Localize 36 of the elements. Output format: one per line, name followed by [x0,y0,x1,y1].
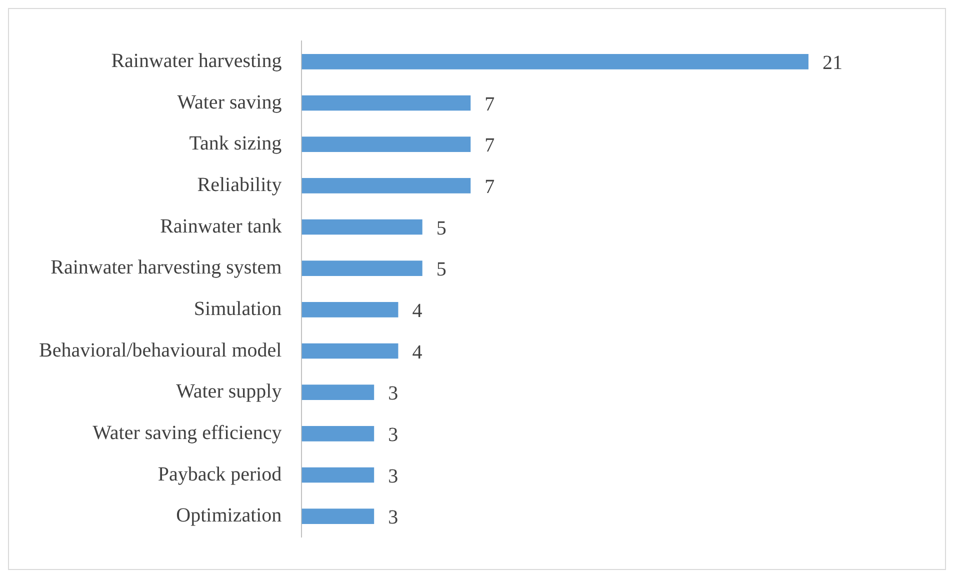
y-tick-label: Optimization [176,504,282,527]
data-label: 5 [436,217,446,240]
data-label: 7 [484,134,495,157]
y-tick-label: Tank sizing [189,132,282,155]
data-label: 3 [388,382,398,405]
bar [302,384,374,400]
bar [302,508,374,524]
data-label: 21 [822,52,842,74]
y-tick-label: Payback period [158,463,282,486]
y-tick-label: Rainwater tank [160,215,282,238]
bar [302,54,808,70]
bar [302,136,471,152]
data-label: 3 [388,465,398,488]
data-label: 7 [484,176,495,198]
bar [302,260,422,276]
data-label: 4 [412,300,422,322]
y-tick-label: Behavioral/behavioural model [38,339,282,362]
y-tick-label: Rainwater harvesting system [50,256,282,279]
bar [302,95,471,111]
bar [302,343,398,359]
bar [302,219,422,235]
y-tick-label: Simulation [194,298,282,320]
y-tick-label: Water saving efficiency [92,422,282,444]
y-tick-label: Rainwater harvesting [111,50,282,72]
y-tick-label: Reliability [197,174,282,196]
y-tick-label: Water supply [176,380,282,403]
data-label: 5 [436,258,446,281]
data-label: 3 [388,506,398,529]
bar [302,426,374,442]
bar [302,178,471,194]
data-label: 7 [484,93,495,116]
bar [302,467,374,483]
data-label: 3 [388,424,398,446]
y-tick-label: Water saving [177,91,282,114]
data-label: 4 [412,341,422,364]
bar [302,302,398,318]
